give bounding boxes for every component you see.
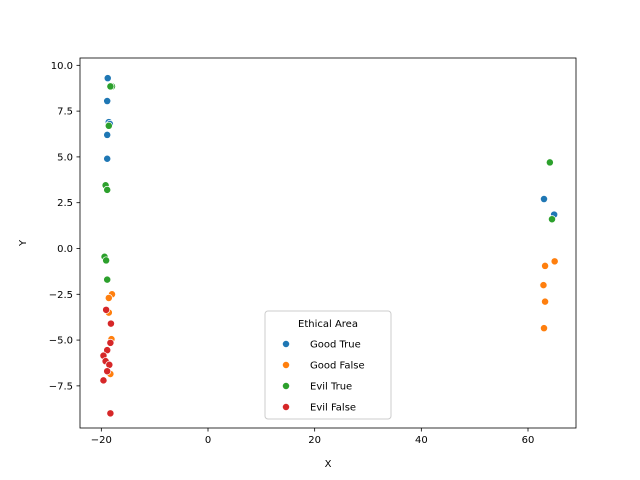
point-evil-false-3	[103, 346, 112, 355]
y-tick-label: −7.5	[49, 381, 73, 392]
y-tick-label: 0.0	[57, 244, 73, 255]
legend-label-evil-false: Evil False	[310, 403, 356, 414]
point-good-true-1	[103, 97, 112, 105]
y-tick-label: 2.5	[57, 198, 73, 209]
point-evil-false-1	[106, 319, 115, 328]
y-tick-label: 10.0	[51, 61, 73, 72]
y-axis-label: Y	[18, 239, 29, 247]
x-tick-label: −20	[91, 435, 112, 446]
x-tick-label: 0	[205, 435, 211, 446]
legend-marker-evil-true	[282, 382, 290, 390]
legend: Ethical Area Good True Good False Evil Tru…	[264, 310, 392, 420]
point-good-false-8	[541, 297, 550, 306]
legend-marker-evil-false	[282, 403, 290, 411]
point-good-false-1	[104, 294, 113, 302]
point-good-true-6	[540, 195, 548, 203]
point-evil-true-2	[104, 121, 113, 130]
point-good-false-5	[541, 261, 550, 270]
legend-label-evil-true: Evil True	[310, 382, 352, 393]
point-evil-false-8	[99, 376, 108, 385]
y-tick-label: 7.5	[57, 107, 73, 118]
axes: −20 0 20 40 60 −7.5 −5.0 −2.5 0.0 2.5 5.0 7.5 10.0	[49, 57, 577, 446]
point-evil-false-9	[106, 409, 115, 418]
point-good-false-7	[539, 281, 548, 290]
x-tick-label: 20	[308, 435, 321, 446]
point-good-true-4	[103, 130, 112, 139]
point-good-false-9	[540, 324, 548, 333]
y-tick-label: 5.0	[57, 152, 73, 163]
y-tick-label: −2.5	[49, 290, 73, 301]
point-evil-true-1	[106, 82, 115, 91]
point-good-false-6	[550, 257, 559, 266]
legend-frame	[264, 310, 392, 420]
point-good-true-5	[103, 154, 112, 163]
point-evil-false-0	[102, 305, 111, 314]
point-evil-true-4	[103, 185, 112, 194]
y-tick-label: −5.0	[49, 336, 73, 347]
point-evil-true-8	[545, 158, 554, 167]
point-evil-true-6	[102, 256, 111, 265]
point-evil-false-7	[103, 367, 112, 376]
x-tick-label: 40	[415, 435, 428, 446]
data-points	[99, 74, 559, 418]
legend-title: Ethical Area	[298, 319, 358, 330]
legend-marker-good-false	[282, 361, 290, 369]
x-axis-label: X	[325, 459, 332, 470]
x-tick-label: 60	[522, 435, 535, 446]
point-evil-true-7	[103, 275, 112, 284]
point-evil-true-9	[548, 215, 556, 224]
plot-frame	[79, 57, 577, 429]
legend-marker-good-true	[282, 340, 290, 348]
point-evil-false-2	[106, 338, 115, 347]
legend-label-good-false: Good False	[310, 361, 365, 372]
point-good-true-0	[103, 74, 112, 83]
legend-label-good-true: Good True	[310, 340, 361, 351]
